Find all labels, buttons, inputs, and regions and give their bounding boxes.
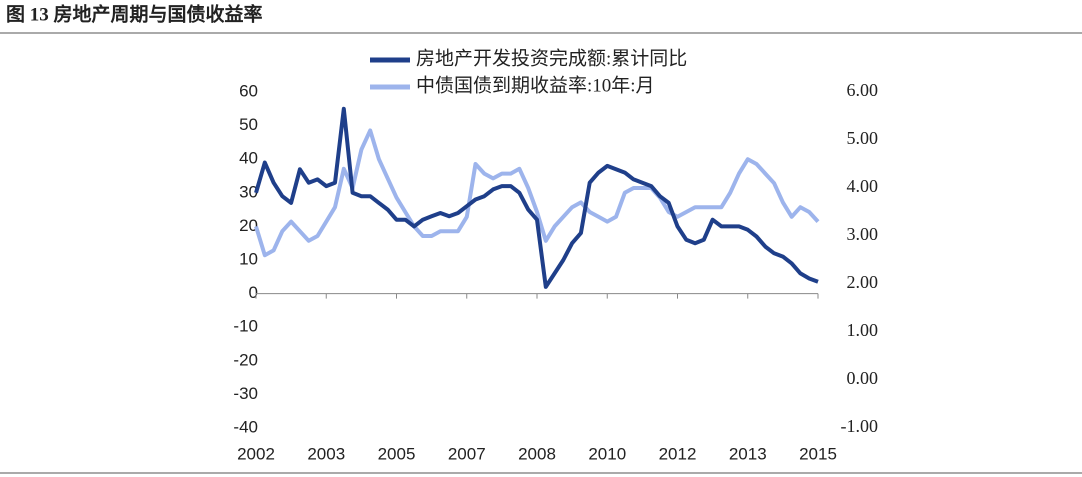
x-tick-label: 2013 <box>729 444 767 463</box>
y-tick-label: 20 <box>239 216 258 235</box>
x-tick-label: 2005 <box>378 444 416 463</box>
x-tick-label: 2010 <box>588 444 626 463</box>
chart-title: 图 13 房地产周期与国债收益率 <box>6 2 263 25</box>
y2-tick-label: 3.00 <box>847 224 879 244</box>
y2-tick-label: 4.00 <box>847 176 879 196</box>
y-tick-label: 0 <box>249 283 258 302</box>
y2-tick-label: -1.00 <box>841 416 879 436</box>
y-tick-label: 40 <box>239 149 258 168</box>
y-tick-label: -30 <box>233 384 258 403</box>
y-tick-label: 30 <box>239 182 258 201</box>
y-tick-label: 10 <box>239 249 258 268</box>
legend-label: 房地产开发投资完成额:累计同比 <box>416 47 687 69</box>
series-line <box>254 106 819 289</box>
y2-tick-label: 6.00 <box>847 80 879 100</box>
y-tick-label: 60 <box>239 81 258 100</box>
x-tick-label: 2015 <box>799 444 837 463</box>
y2-tick-label: 1.00 <box>847 320 879 340</box>
y2-tick-label: 0.00 <box>847 368 879 388</box>
x-tick-label: 2002 <box>237 444 275 463</box>
x-tick-label: 2003 <box>307 444 345 463</box>
y-tick-label: -20 <box>233 350 258 369</box>
x-tick-label: 2007 <box>448 444 486 463</box>
y2-tick-label: 5.00 <box>847 128 879 148</box>
x-tick-label: 2012 <box>659 444 697 463</box>
y-tick-label: 50 <box>239 115 258 134</box>
y-tick-label: -10 <box>233 317 258 336</box>
y2-tick-label: 2.00 <box>847 272 879 292</box>
y-tick-label: -40 <box>233 417 258 436</box>
x-tick-label: 2008 <box>518 444 556 463</box>
legend-label: 中债国债到期收益率:10年:月 <box>416 74 655 96</box>
